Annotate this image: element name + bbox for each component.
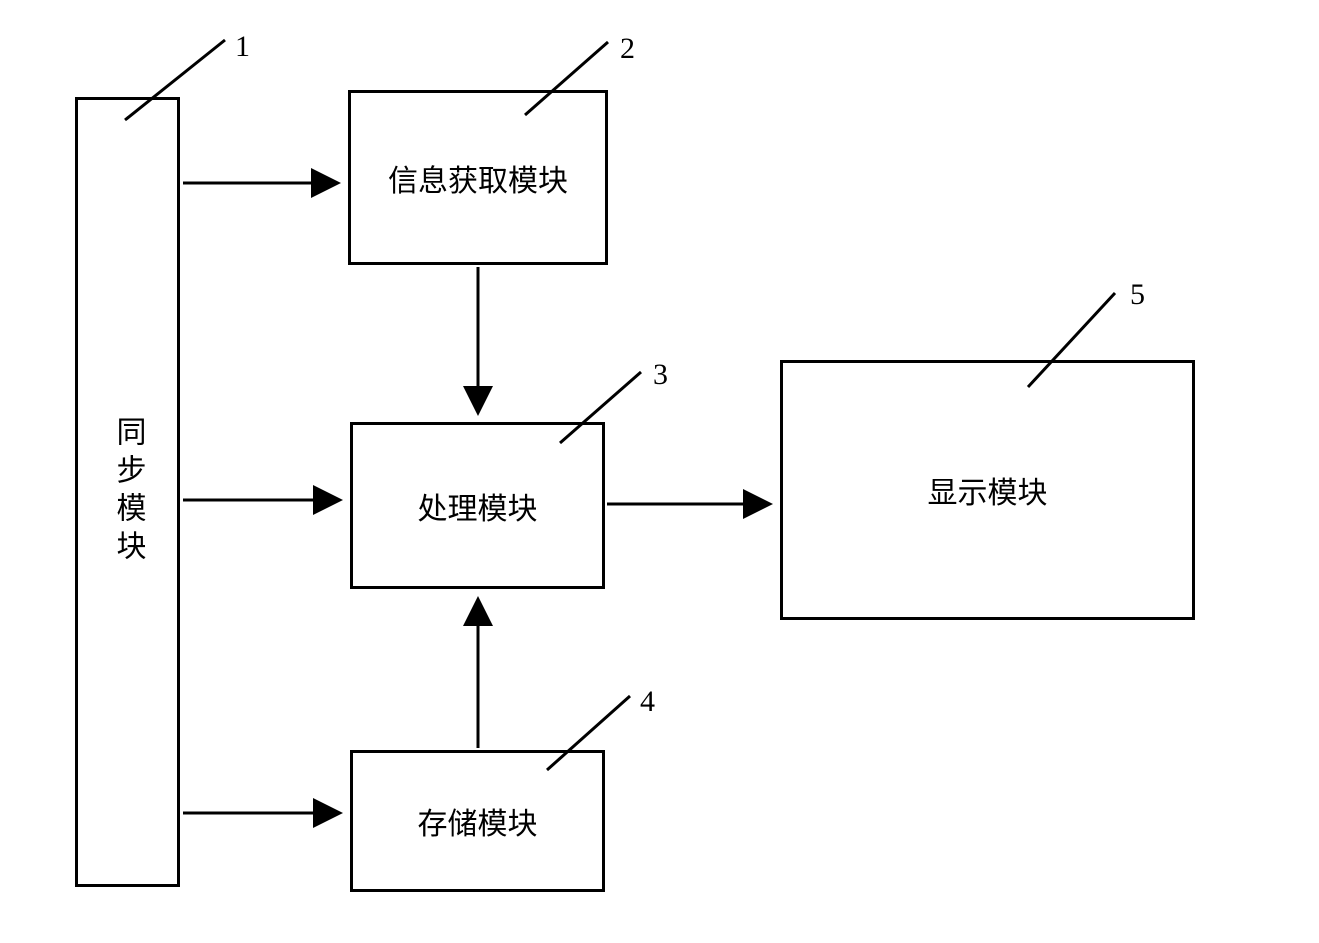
callout-2: 2 — [620, 32, 635, 66]
callout-4: 4 — [640, 685, 655, 719]
process-module-box: 处理模块 — [350, 422, 605, 589]
info-module-label: 信息获取模块 — [388, 156, 568, 200]
process-module-label: 处理模块 — [418, 484, 538, 528]
sync-module-box: 同步模块 — [75, 97, 180, 887]
callout-3: 3 — [653, 358, 668, 392]
storage-module-box: 存储模块 — [350, 750, 605, 892]
display-module-box: 显示模块 — [780, 360, 1195, 620]
callout-1: 1 — [235, 30, 250, 64]
display-module-label: 显示模块 — [928, 468, 1048, 512]
callout-5: 5 — [1130, 278, 1145, 312]
info-module-box: 信息获取模块 — [348, 90, 608, 265]
storage-module-label: 存储模块 — [418, 799, 538, 843]
sync-module-label: 同步模块 — [106, 416, 150, 568]
